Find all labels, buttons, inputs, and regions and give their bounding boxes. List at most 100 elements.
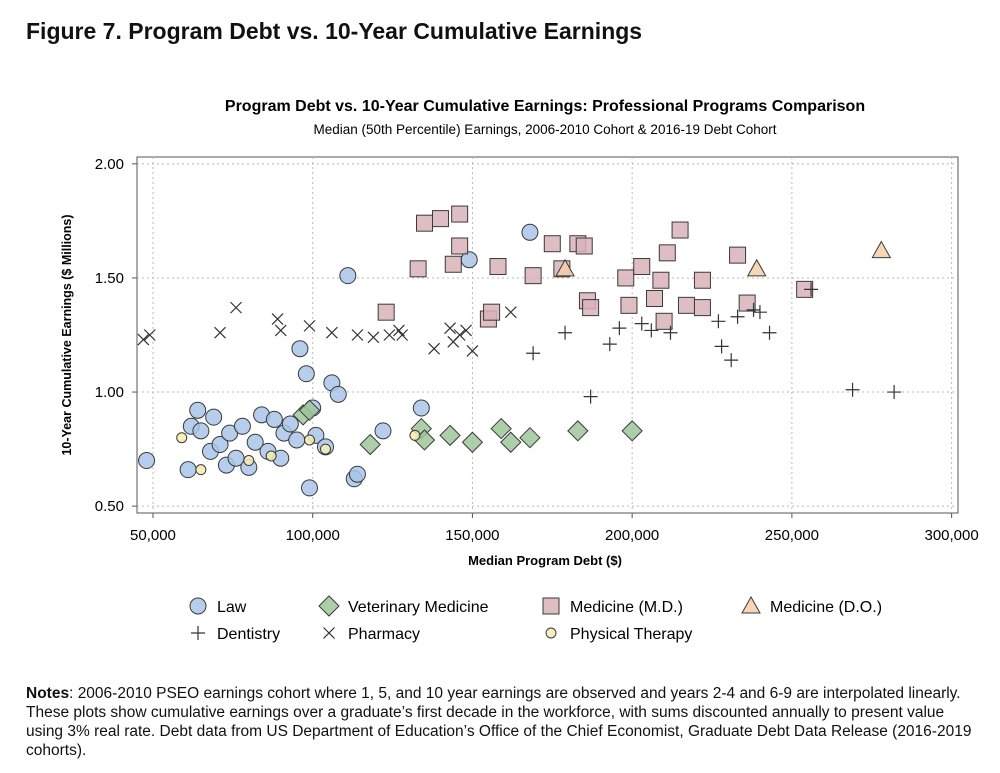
medicine-m-d-point (633, 258, 651, 276)
law-point (233, 417, 251, 435)
physical-therapy-point (265, 450, 277, 462)
pharmacy-point (214, 326, 226, 339)
dentistry-point (887, 385, 902, 400)
x-tick-label: 150,000 (445, 527, 499, 544)
law-point (348, 465, 366, 483)
dentistry-point (752, 305, 767, 320)
law-point (339, 267, 357, 285)
law-point (329, 385, 347, 403)
law-point (288, 431, 306, 449)
pharmacy-point (453, 329, 466, 341)
medicine-m-d-point (582, 299, 600, 317)
legend-label-medicine-m-d: Medicine (M.D.) (570, 599, 683, 616)
law-point (138, 452, 156, 470)
law-point (281, 415, 299, 433)
veterinary-medicine-point (519, 426, 541, 449)
veterinary-medicine-point (490, 417, 512, 440)
pharmacy-point (351, 329, 364, 341)
medicine-m-d-point (646, 289, 664, 307)
medicine-m-d-point (431, 210, 449, 228)
x-tick-label: 50,000 (130, 527, 176, 544)
dentistry-point (730, 309, 745, 324)
x-tick-label: 200,000 (605, 527, 659, 544)
x-tick-label: 100,000 (286, 527, 340, 544)
pharmacy-point (271, 313, 284, 325)
law-point (179, 461, 197, 479)
x-tick-label: 300,000 (924, 527, 978, 544)
dentistry-point (724, 353, 739, 368)
legend-label-pharmacy: Pharmacy (348, 626, 420, 643)
y-tick-label: 2.00 (95, 156, 124, 173)
medicine-m-d-point (377, 303, 395, 321)
dentistry-point (612, 321, 627, 336)
physical-therapy-point (243, 455, 255, 467)
pharmacy-point (325, 326, 338, 339)
legend-marker-law (189, 597, 207, 615)
pharmacy-point (274, 324, 287, 337)
medicine-m-d-point (729, 246, 747, 264)
legend-marker-physical-therapy (545, 627, 557, 639)
veterinary-medicine-point (621, 420, 643, 442)
veterinary-medicine-point (439, 424, 461, 447)
pharmacy-point (460, 324, 472, 337)
medicine-m-d-point (409, 260, 427, 278)
x-tick-label: 250,000 (765, 527, 819, 544)
figure-title: Figure 7. Program Debt vs. 10-Year Cumul… (26, 18, 643, 44)
law-point (192, 422, 210, 440)
notes: Notes: 2006-2010 PSEO earnings cohort wh… (26, 684, 976, 760)
legend-label-medicine-d-o: Medicine (D.O.) (770, 599, 882, 616)
pharmacy-point (428, 342, 441, 355)
pharmacy-point (383, 329, 396, 341)
law-point (211, 436, 229, 454)
y-tick-label: 1.50 (95, 270, 124, 287)
dentistry-point (746, 302, 761, 317)
legend: Law Veterinary Medicine Medicine (M.D.) Med… (189, 595, 882, 643)
medicine-m-d-point (451, 205, 469, 223)
law-point (412, 399, 430, 417)
medicine-m-d-point (444, 255, 462, 273)
law-point (291, 340, 309, 358)
dentistry-point (845, 382, 860, 397)
medicine-m-d-point (655, 312, 673, 330)
medicine-m-d-point (620, 296, 638, 314)
x-axis-label: Median Program Debt ($) (468, 553, 622, 568)
chart-subtitle: Median (50th Percentile) Earnings, 2006-… (313, 122, 776, 137)
pharmacy-point (137, 333, 150, 346)
dentistry-point (602, 337, 617, 352)
dentistry-point (558, 325, 573, 340)
medicine-m-d-point (652, 271, 670, 289)
dentistry-point (714, 339, 729, 354)
legend-marker-pharmacy (323, 627, 335, 639)
medicine-d-o-point (746, 258, 767, 277)
legend-label-dentistry: Dentistry (217, 626, 280, 643)
dentistry-point (526, 346, 541, 361)
legend-label-law: Law (217, 599, 247, 616)
medicine-m-d-point (575, 237, 593, 255)
medicine-m-d-point (738, 294, 756, 312)
dentistry-point (804, 282, 819, 297)
law-point (246, 433, 264, 451)
medicine-m-d-point (451, 237, 469, 255)
physical-therapy-point (176, 432, 188, 444)
legend-marker-dentistry (191, 626, 205, 640)
medicine-m-d-point (671, 221, 689, 239)
notes-text: : 2006-2010 PSEO earnings cohort where 1… (26, 685, 972, 759)
medicine-m-d-point (543, 235, 561, 253)
physical-therapy-point (304, 434, 316, 446)
legend-marker-medicine-d-o (741, 595, 761, 614)
veterinary-medicine-point (567, 420, 589, 442)
physical-therapy-point (319, 443, 331, 455)
law-point (205, 408, 223, 426)
medicine-m-d-point (483, 303, 501, 321)
y-tick-label: 1.00 (95, 384, 124, 401)
scatter-chart: Program Debt vs. 10-Year Cumulative Earn… (60, 98, 979, 643)
pharmacy-point (396, 329, 409, 341)
dentistry-point (583, 389, 598, 404)
pharmacy-point (367, 331, 380, 344)
legend-marker-medicine-m-d (542, 597, 560, 615)
chart-title: Program Debt vs. 10-Year Cumulative Earn… (225, 98, 865, 115)
medicine-m-d-point (677, 296, 695, 314)
legend-marker-veterinary-medicine (318, 595, 340, 617)
pharmacy-point (504, 306, 517, 319)
legend-label-veterinary-medicine: Veterinary Medicine (348, 599, 489, 616)
